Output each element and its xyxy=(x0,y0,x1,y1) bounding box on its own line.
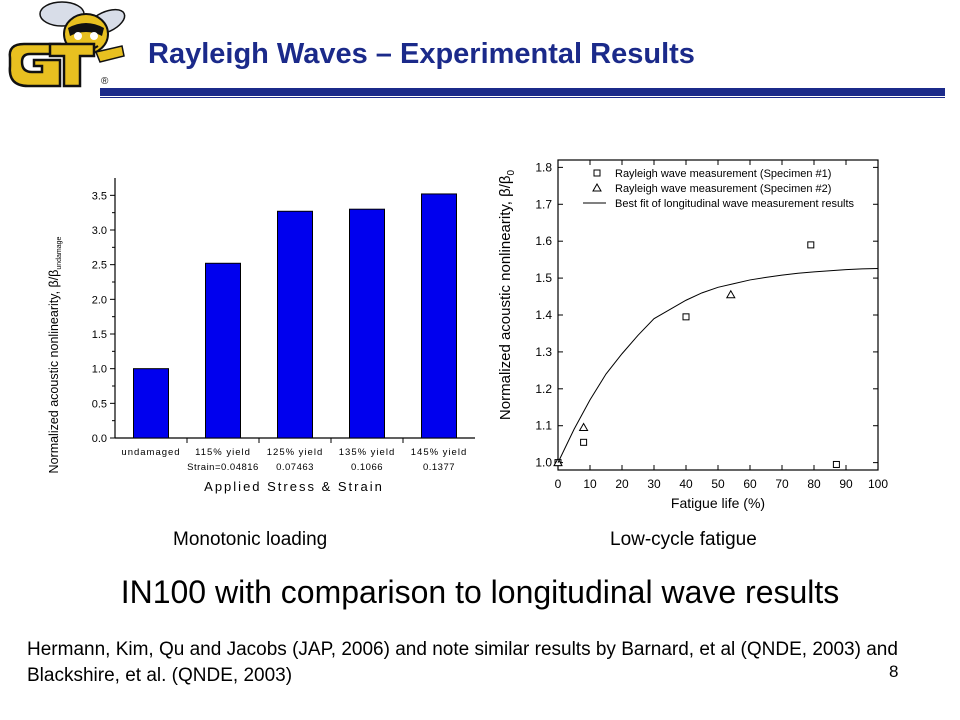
scatter-x-tick-label: 40 xyxy=(679,477,693,491)
legend-entry: Best fit of longitudinal wave measuremen… xyxy=(615,198,855,210)
scatter-x-tick-label: 70 xyxy=(775,477,789,491)
scatter-y-tick-label: 1.4 xyxy=(535,308,552,322)
scatter-x-tick-label: 100 xyxy=(868,477,888,491)
bar-y-tick-label: 1.5 xyxy=(92,329,107,341)
scatter-x-tick-label: 60 xyxy=(743,477,757,491)
legend-entry: Rayleigh wave measurement (Specimen #1) xyxy=(615,168,831,180)
slide-subtitle: IN100 with comparison to longitudinal wa… xyxy=(120,574,840,610)
bar-y-tick-label: 2.5 xyxy=(92,260,107,272)
scatter-y-tick-label: 1.2 xyxy=(535,382,552,396)
scatter-x-tick-label: 90 xyxy=(839,477,853,491)
scatter-x-tick-label: 30 xyxy=(647,477,661,491)
bar-strain-label: 0.1377 xyxy=(423,462,455,473)
fit-curve-line xyxy=(557,268,879,463)
scatter-x-axis-label: Fatigue life (%) xyxy=(671,495,765,511)
scatter-y-tick-label: 1.8 xyxy=(535,160,552,174)
triangle-data-point xyxy=(578,422,589,432)
scatter-y-axis-label-sub: 0 xyxy=(506,169,517,175)
legend-triangle-swatch xyxy=(592,182,602,192)
scatter-x-tick-label: 50 xyxy=(711,477,725,491)
bar-y-axis-label-text: Normalized acoustic nonlinearity, β/β xyxy=(47,270,61,474)
scatter-chart: Normalized acoustic nonlinearity, β/β0 1… xyxy=(497,159,888,511)
bar-y-tick-label: 3.5 xyxy=(92,190,107,202)
bar xyxy=(277,210,313,439)
bar-y-tick-label: 2.0 xyxy=(92,294,107,306)
triangle-data-point xyxy=(725,289,736,299)
bar xyxy=(421,193,457,439)
title-rule-thin xyxy=(100,97,945,98)
title-rule xyxy=(100,88,945,96)
scatter-x-tick-label: 0 xyxy=(555,477,562,491)
scatter-y-axis-label: Normalized acoustic nonlinearity, β/β0 xyxy=(497,169,517,420)
bar-category-label: 145% yield xyxy=(411,447,467,458)
bar-category-label: 115% yield xyxy=(195,447,251,458)
scatter-y-tick-label: 1.7 xyxy=(535,197,552,211)
square-data-point xyxy=(832,460,840,468)
scatter-x-tick-label: 20 xyxy=(615,477,629,491)
scatter-y-tick-label: 1.6 xyxy=(535,234,552,248)
bar-strain-label: 0.1066 xyxy=(351,462,383,473)
bar-y-axis-label-sub: undamage xyxy=(56,236,63,269)
scatter-y-tick-label: 1.3 xyxy=(535,345,552,359)
bar-strain-label: Strain=0.04816 xyxy=(187,462,259,473)
scatter-y-tick-label: 1.5 xyxy=(535,271,552,285)
bar-y-tick-label: 3.0 xyxy=(92,225,107,237)
scatter-x-tick-label: 80 xyxy=(807,477,821,491)
gt-logo: ® xyxy=(2,0,138,100)
bar-y-tick-label: 0.5 xyxy=(92,398,107,410)
bar-category-label: 125% yield xyxy=(267,447,323,458)
scatter-y-tick-label: 1.0 xyxy=(535,456,552,470)
legend-entry: Rayleigh wave measurement (Specimen #2) xyxy=(615,183,831,195)
bar xyxy=(205,262,241,439)
logo-registered-mark: ® xyxy=(101,76,109,87)
scatter-y-axis-label-text: Normalized acoustic nonlinearity, β/β xyxy=(497,175,514,420)
square-data-point xyxy=(682,313,690,321)
bar-category-label: 135% yield xyxy=(339,447,395,458)
bar-chart: Normalized acoustic nonlinearity, β/βund… xyxy=(47,178,475,494)
bar xyxy=(349,208,385,439)
slide-title: Rayleigh Waves – Experimental Results xyxy=(148,38,695,70)
scatter-legend: Rayleigh wave measurement (Specimen #1) R… xyxy=(583,168,855,210)
bar xyxy=(133,368,169,439)
bar-y-tick-label: 0.0 xyxy=(92,433,107,445)
bar-category-label: undamaged xyxy=(121,447,180,458)
bar-y-tick-label: 1.0 xyxy=(92,364,107,376)
square-data-point xyxy=(580,438,588,446)
bar-chart-y-axis-label: Normalized acoustic nonlinearity, β/βund… xyxy=(47,236,63,473)
scatter-x-tick-label: 10 xyxy=(583,477,597,491)
caption-low-cycle-fatigue: Low-cycle fatigue xyxy=(610,529,757,550)
legend-square-swatch xyxy=(593,169,601,177)
bar-strain-label: 0.07463 xyxy=(276,462,314,473)
svg-text:Normalized acoustic nonlineari: Normalized acoustic nonlinearity, β/β0 xyxy=(497,169,517,420)
svg-text:Normalized acoustic nonlineari: Normalized acoustic nonlinearity, β/βund… xyxy=(47,236,63,473)
square-data-point xyxy=(807,241,815,249)
bar-x-axis-label: Applied Stress & Strain xyxy=(204,479,384,494)
page-number: 8 xyxy=(889,662,899,681)
caption-monotonic-loading: Monotonic loading xyxy=(173,529,328,550)
scatter-y-tick-label: 1.1 xyxy=(535,419,552,433)
reference-citation: Hermann, Kim, Qu and Jacobs (JAP, 2006) … xyxy=(27,639,898,686)
yellow-jacket-icon: ® xyxy=(8,1,126,88)
